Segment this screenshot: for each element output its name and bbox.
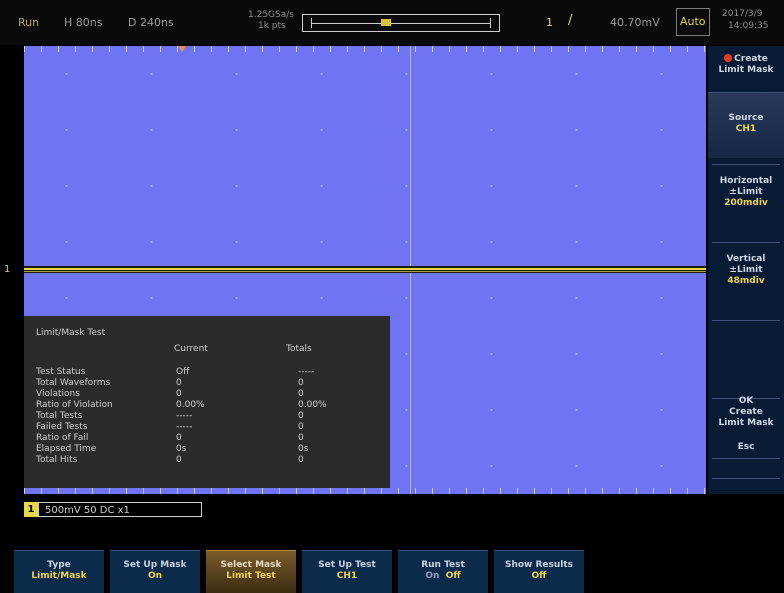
channel-1-waveform — [24, 264, 706, 276]
vertical-limit-button[interactable]: Vertical ±Limit 48mdiv — [726, 254, 766, 286]
time-readout: 14:09:35 — [728, 21, 769, 31]
result-row: Total Hits 0 0 — [36, 455, 304, 465]
graticule-bottom-ticks — [24, 488, 706, 494]
record-length: 1k pts — [258, 21, 286, 31]
type-button[interactable]: Type Limit/Mask — [14, 550, 104, 593]
sample-rate: 1.25GSa/s — [248, 10, 294, 20]
horizontal-position: H 80ns — [64, 16, 103, 29]
result-row: Violations 0 0 — [36, 389, 304, 399]
timebase-indicator — [302, 14, 500, 32]
column-totals: Totals — [286, 344, 312, 354]
esc-button[interactable]: Esc — [737, 442, 755, 452]
trigger-mode: Auto — [680, 15, 706, 28]
trigger-position-marker[interactable] — [178, 46, 186, 52]
channel-number-badge: 1 — [24, 502, 38, 517]
trigger-level: 40.70mV — [610, 16, 660, 29]
record-icon — [724, 54, 733, 62]
channel-1-status[interactable]: 1 500mV 50 DC x1 — [24, 500, 204, 520]
bottom-menu: Type Limit/Mask Set Up Mask On Select Ma… — [0, 540, 784, 593]
horizontal-limit-button[interactable]: Horizontal ±Limit 200mdiv — [719, 176, 773, 208]
channel-ground-marker[interactable]: 1 — [4, 264, 11, 275]
result-row: Ratio of Fail 0 0 — [36, 433, 304, 443]
panel-title: Limit/Mask Test — [36, 328, 106, 338]
result-row: Total Waveforms 0 0 — [36, 378, 304, 388]
result-row: Ratio of Violation 0.00% 0.00% — [36, 400, 327, 410]
select-mask-button[interactable]: Select Mask Limit Test — [206, 550, 296, 593]
set-up-mask-button[interactable]: Set Up Mask On — [110, 550, 200, 593]
limit-mask-results-panel: Limit/Mask Test Current Totals Test Stat… — [24, 316, 390, 488]
side-menu-title: Create Limit Mask — [718, 54, 774, 75]
run-status: Run — [18, 16, 40, 29]
result-row: Total Tests ----- 0 — [36, 411, 304, 421]
create-limit-mask-button[interactable]: OK Create Limit Mask — [718, 396, 774, 428]
show-results-button[interactable]: Show Results Off — [494, 550, 584, 593]
trigger-mode-box — [676, 8, 710, 36]
channel-settings: 500mV 50 DC x1 — [38, 502, 202, 517]
side-menu: Create Limit Mask Source CH1 Horizontal … — [708, 46, 784, 494]
result-row: Test Status Off ----- — [36, 367, 315, 377]
source-button[interactable]: Source CH1 — [708, 92, 784, 158]
date-readout: 2017/3/9 — [722, 9, 763, 19]
result-row: Elapsed Time 0s 0s — [36, 444, 309, 454]
delay-readout: D 240ns — [128, 16, 174, 29]
column-current: Current — [174, 344, 208, 354]
result-row: Failed Tests ----- 0 — [36, 422, 304, 432]
trigger-channel: 1 — [546, 16, 553, 29]
status-bar: Run H 80ns D 240ns 1.25GSa/s 1k pts 1 / … — [0, 0, 784, 45]
timebase-marker — [381, 19, 391, 26]
rising-edge-icon: / — [568, 13, 573, 28]
set-up-test-button[interactable]: Set Up Test CH1 — [302, 550, 392, 593]
run-test-button[interactable]: Run Test On Off — [398, 550, 488, 593]
graticule-top-ticks — [24, 46, 706, 52]
